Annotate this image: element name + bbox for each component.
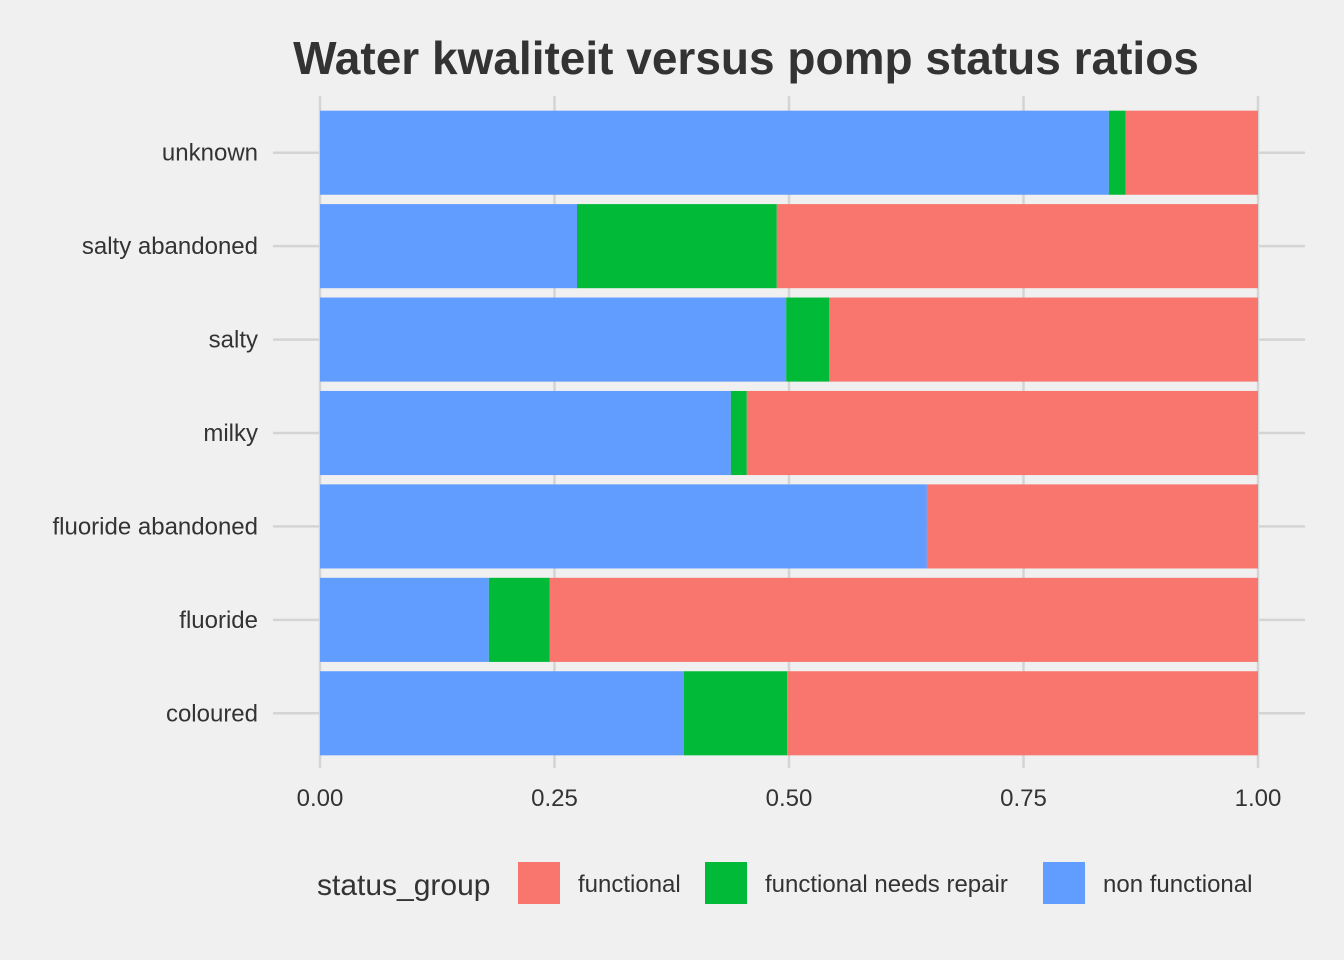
bar-segment (786, 297, 830, 382)
bar-segment (320, 390, 731, 476)
y-tick-label: salty abandoned (82, 233, 258, 260)
legend-label: functional (578, 871, 681, 898)
legend-label: non functional (1103, 871, 1252, 898)
bar-segment (488, 577, 550, 662)
bar-segment (1108, 110, 1126, 195)
x-tick-label: 1.00 (1235, 785, 1282, 812)
bar-segment (1125, 110, 1258, 195)
y-tick-label: fluoride (179, 607, 258, 634)
legend-key (518, 862, 560, 904)
bar-segment (787, 671, 1258, 756)
x-tick-label: 0.00 (297, 785, 344, 812)
legend-title: status_group (317, 869, 490, 902)
bar-segment (320, 110, 1109, 195)
legend: status_group functional functional needs … (317, 862, 1252, 904)
bar-segment (320, 577, 489, 662)
bar-segment (730, 390, 747, 476)
bar-segment (320, 484, 927, 569)
x-tick-label: 0.50 (766, 785, 813, 812)
bar-segment (577, 204, 777, 289)
bars (320, 110, 1258, 756)
x-axis: 0.00 0.25 0.50 0.75 1.00 (297, 785, 1282, 812)
legend-key (705, 862, 747, 904)
bar-segment (320, 297, 787, 382)
y-tick-label: unknown (162, 140, 258, 167)
y-tick-label: salty (209, 327, 258, 354)
bar-segment (746, 390, 1258, 476)
bar-segment (320, 671, 684, 756)
y-axis: unknown salty abandoned salty milky fluoride… (52, 140, 258, 728)
bar-segment (320, 204, 578, 289)
x-tick-label: 0.25 (531, 785, 578, 812)
y-tick-label: fluoride abandoned (52, 513, 258, 540)
legend-key (1043, 862, 1085, 904)
bar-segment (926, 484, 1258, 569)
bar-segment (683, 671, 788, 756)
y-tick-label: milky (203, 420, 258, 447)
bar-segment (776, 204, 1258, 289)
bar-segment (549, 577, 1258, 662)
bar-segment (829, 297, 1258, 382)
x-tick-label: 0.75 (1000, 785, 1047, 812)
y-tick-label: coloured (166, 700, 258, 727)
legend-label: functional needs repair (765, 871, 1008, 898)
chart-title: Water kwaliteit versus pomp status ratio… (293, 32, 1199, 84)
